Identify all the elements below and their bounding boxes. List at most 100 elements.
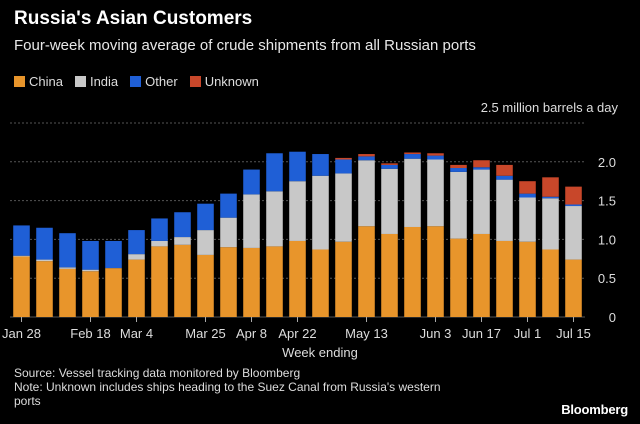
- legend-item-other: Other: [130, 74, 178, 89]
- bar-unknown: [473, 160, 490, 168]
- bar-other: [450, 168, 467, 172]
- bar-china: [358, 226, 375, 317]
- bar-india: [496, 179, 513, 241]
- bar-india: [450, 171, 467, 239]
- bar-other: [220, 193, 237, 218]
- bar-india: [243, 194, 260, 248]
- bar-other: [519, 193, 536, 198]
- x-tick-label: Jun 3: [420, 326, 452, 341]
- bar-china: [59, 268, 76, 317]
- bar-other: [335, 159, 352, 174]
- chart-title: Russia's Asian Customers: [14, 8, 253, 29]
- bar-other: [312, 154, 329, 176]
- bar-other: [36, 227, 53, 260]
- bar-india: [427, 159, 444, 227]
- bar-other: [243, 169, 260, 195]
- y-tick-label: 1.0: [598, 232, 616, 247]
- bar-india: [266, 191, 283, 247]
- bar-unknown: [335, 157, 352, 160]
- bar-china: [335, 241, 352, 317]
- y-tick-label: 1.5: [598, 194, 616, 209]
- bar-china: [36, 261, 53, 317]
- y-tick-label: 2.0: [598, 155, 616, 170]
- legend-swatch-unknown: [189, 76, 201, 87]
- legend-swatch-china: [14, 76, 25, 87]
- bar-india: [289, 181, 306, 241]
- bar-other: [128, 230, 145, 255]
- bar-other: [266, 153, 283, 192]
- bar-unknown: [519, 181, 536, 194]
- bar-india: [82, 269, 99, 272]
- bar-other: [13, 225, 30, 256]
- bar-unknown: [496, 164, 513, 176]
- y-tick-label: 0: [609, 310, 616, 325]
- bar-unknown: [542, 177, 559, 197]
- legend-swatch-india: [74, 76, 86, 87]
- bar-other: [404, 154, 421, 159]
- legend-item-india: India: [74, 74, 119, 89]
- bar-china: [496, 240, 513, 317]
- x-tick-label: May 13: [345, 326, 388, 341]
- x-axis-label: Week ending: [282, 345, 358, 360]
- bar-china: [220, 247, 237, 317]
- bar-other: [105, 240, 122, 269]
- bar-other: [82, 240, 99, 270]
- bar-india: [473, 169, 490, 234]
- bar-china: [266, 246, 283, 317]
- legend-label-unknown: Unknown: [204, 74, 259, 89]
- bar-other: [565, 204, 582, 207]
- bar-unknown: [450, 164, 467, 169]
- legend-item-unknown: Unknown: [189, 74, 259, 89]
- bar-china: [450, 238, 467, 317]
- legend-label-other: Other: [145, 74, 178, 89]
- bar-other: [542, 196, 559, 199]
- legend: China India Other Unknown: [14, 74, 259, 89]
- bar-india: [381, 168, 398, 234]
- bar-china: [312, 249, 329, 317]
- bloomberg-logo: Bloomberg: [561, 402, 628, 417]
- x-tick-label: Jul 15: [556, 326, 591, 341]
- bar-other: [197, 203, 214, 231]
- source-note: Source: Vessel tracking data monitored b…: [14, 366, 301, 380]
- unknown-note-line2: ports: [14, 394, 41, 408]
- bar-india: [128, 254, 145, 260]
- footnotes: Source: Vessel tracking data monitored b…: [14, 366, 441, 408]
- x-tick-label: Mar 4: [120, 326, 153, 341]
- legend-label-india: India: [89, 74, 119, 89]
- bar-unknown: [565, 186, 582, 205]
- bar-china: [381, 233, 398, 317]
- bar-india: [404, 158, 421, 227]
- x-tick-label: Jan 28: [2, 326, 41, 341]
- bar-china: [82, 271, 99, 317]
- x-tick-label: Jul 1: [514, 326, 541, 341]
- bar-india: [519, 197, 536, 242]
- bar-india: [36, 259, 53, 262]
- bar-india: [335, 173, 352, 242]
- bar-other: [151, 218, 168, 241]
- bar-china: [427, 226, 444, 317]
- bar-india: [59, 267, 76, 269]
- x-tick-label: Jun 17: [462, 326, 501, 341]
- bar-india: [220, 217, 237, 248]
- bar-china: [289, 240, 306, 317]
- legend-label-china: China: [29, 74, 63, 89]
- x-tick-label: Feb 18: [70, 326, 110, 341]
- unit-label: 2.5 million barrels a day: [480, 100, 618, 115]
- bar-unknown: [381, 163, 398, 165]
- bar-india: [542, 198, 559, 250]
- bar-china: [128, 259, 145, 317]
- bar-india: [358, 160, 375, 227]
- bar-other: [358, 156, 375, 161]
- bar-china: [243, 247, 260, 317]
- bar-other: [473, 167, 490, 170]
- x-tick-label: Apr 8: [236, 326, 267, 341]
- bar-other: [496, 175, 513, 180]
- unknown-note-line1: Note: Unknown includes ships heading to …: [14, 380, 441, 394]
- bar-china: [519, 241, 536, 317]
- bar-china: [542, 249, 559, 317]
- bar-china: [404, 226, 421, 317]
- legend-swatch-other: [130, 76, 142, 87]
- bar-india: [565, 206, 582, 260]
- bar-china: [151, 246, 168, 317]
